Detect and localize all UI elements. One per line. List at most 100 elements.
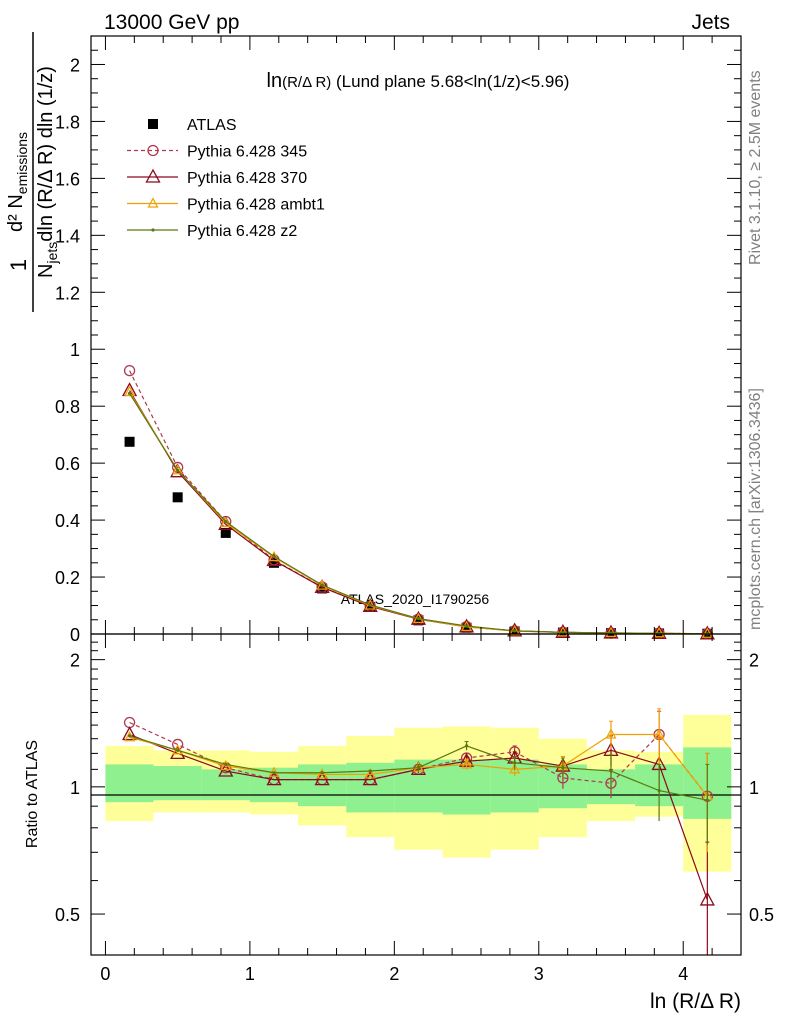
main-panel: 0.2 0.4 0.6 0.8 1 1.2 1.4 1.6 1.8 2 0 ATLAS_2020_…	[55, 35, 742, 645]
ratio-point-z2-dot-marker	[224, 762, 228, 767]
ratio-point-ambt1-triangle-marker	[316, 768, 328, 779]
band-inner-bin	[105, 764, 154, 803]
title-frac: (R/Δ R)	[282, 74, 331, 91]
legend-label-z2: Pythia 6.428 z2	[187, 223, 297, 240]
x-axis-label: ln (R/Δ R)	[650, 990, 741, 1013]
x-tick-label: 3	[534, 964, 544, 984]
ylabel-one: 1	[6, 259, 31, 271]
point-atlas-square-marker	[269, 557, 280, 568]
main-y-tick-label: 0.2	[55, 568, 80, 588]
ratio-point-z2-dot-marker	[368, 769, 372, 773]
ratio-y-tick-label: 2	[70, 651, 80, 671]
ratio-point-z2-dot-marker	[320, 771, 324, 775]
point-z2-dot-marker	[224, 519, 228, 524]
series-atlas	[124, 436, 713, 639]
point-z2-dot-marker	[176, 468, 180, 472]
main-y-tick-label: 2	[70, 55, 80, 75]
point-z2-dot-marker	[272, 554, 276, 559]
main-y-tick-label: 0.6	[55, 454, 80, 474]
ylabel-den-sub: jets	[44, 242, 60, 265]
ratio-uncertainty-bands	[105, 714, 732, 872]
title-rest: (Lund plane 5.68<ln(1/z)<5.96)	[331, 72, 569, 91]
ratio-point-z2-dot-marker	[657, 788, 661, 793]
ratio-tick-labels: 0.5 0.5 1 1 2 2 0 1 2 3 4	[55, 651, 774, 984]
legend-entry-p370: Pythia 6.428 370	[127, 168, 307, 187]
ratio-point-z2-dot-marker	[561, 766, 565, 770]
point-atlas-square-marker	[413, 615, 424, 626]
x-tick-label: 4	[678, 964, 688, 984]
ratio-point-ambt1-triangle-marker	[461, 758, 473, 769]
point-p370-triangle-marker	[507, 622, 523, 637]
ratio-panel: 0.5 0.5 1 1 2 2 0 1 2 3 4 Ratio to ATLAS ln (R/Δ R…	[24, 36, 774, 1013]
ratio-y-axis-label: Ratio to ATLAS	[24, 740, 41, 848]
rivet-label: Rivet 3.1.10, ≥ 2.5M events	[747, 70, 764, 265]
ylabel-den-rest: dln (R/Δ R) dln (1/z)	[35, 66, 57, 242]
main-y-tick-label: 0.8	[55, 397, 80, 417]
main-y-zero-label: 0	[70, 625, 80, 645]
ylabel-numerator: d² Nemissions	[5, 132, 30, 232]
point-ambt1-triangle-marker	[364, 599, 376, 610]
ratio-y-tick-label: 0.5	[55, 905, 80, 925]
ratio-point-z2-dot-marker	[176, 748, 180, 752]
ratio-point-p370-triangle-marker	[699, 891, 715, 906]
main-y-tick-label: 1.2	[55, 283, 80, 303]
legend-label-p345: Pythia 6.428 345	[187, 144, 307, 161]
header-right: Jets	[691, 11, 730, 34]
mcplots-label: mcplots.cern.ch [arXiv:1306.3436]	[747, 388, 764, 630]
point-z2-dot-marker	[368, 603, 372, 607]
ratio-point-z2-dot-marker	[705, 798, 709, 802]
point-ambt1-triangle-marker	[220, 516, 232, 528]
ratio-series-z2	[127, 734, 710, 845]
point-atlas-square-marker	[317, 583, 328, 594]
point-ambt1-triangle-marker	[124, 385, 136, 397]
main-series-group	[121, 364, 715, 640]
ratio-y-tick-label-right: 0.5	[749, 905, 774, 925]
ratio-point-p370-triangle-marker	[121, 726, 138, 741]
ratio-point-ambt1-triangle-marker	[509, 763, 521, 774]
legend-entry-p345: Pythia 6.428 345	[127, 144, 307, 161]
header-left: 13000 GeV pp	[104, 11, 239, 34]
main-y-axis-label: 1 d² Nemissions Njetsdln (R/Δ R) dln (1/…	[5, 32, 60, 312]
point-ambt1-triangle-marker	[172, 463, 184, 475]
ratio-point-z2-dot-marker	[127, 734, 132, 738]
point-p370-triangle-marker	[699, 625, 715, 640]
main-chart-title: ln(R/Δ R) (Lund plane 5.68<ln(1/z)<5.96)	[267, 70, 570, 92]
point-atlas-square-marker	[461, 622, 472, 633]
point-ambt1-triangle-marker	[268, 550, 280, 562]
point-z2-dot-marker	[464, 624, 469, 628]
legend-entry-ambt1: Pythia 6.428 ambt1	[127, 197, 325, 214]
x-tick-label: 2	[389, 964, 399, 984]
ratio-point-z2-dot-marker	[513, 761, 517, 765]
ratio-ticks	[91, 36, 742, 956]
ratio-point-p345-circle-marker	[123, 716, 136, 729]
main-y-tick-label: 0.4	[55, 511, 80, 531]
point-ambt1-triangle-marker	[653, 626, 665, 638]
main-y-tick-label: 1.8	[55, 112, 80, 132]
ratio-point-z2-dot-marker	[416, 766, 421, 770]
ylabel-den-n: N	[35, 263, 57, 277]
title-ln: ln	[267, 70, 283, 92]
point-z2-dot-marker	[416, 617, 421, 621]
legend-entry-z2: Pythia 6.428 z2	[127, 223, 297, 240]
ylabel-num-sub: emissions	[14, 132, 30, 194]
legend: ATLAS Pythia 6.428 345 Pythia 6.428 370 Pyt…	[127, 117, 325, 240]
point-atlas-square-marker	[124, 436, 135, 447]
main-y-tick-label: 1	[70, 340, 80, 360]
point-z2-dot-marker	[320, 583, 324, 587]
legend-label-atlas: ATLAS	[187, 117, 237, 134]
ratio-point-z2-dot-marker	[464, 744, 469, 748]
point-atlas-square-marker	[172, 492, 183, 503]
x-tick-label: 0	[100, 964, 110, 984]
point-z2-dot-marker	[561, 630, 565, 634]
main-y-tick-labels: 0.2 0.4 0.6 0.8 1 1.2 1.4 1.6 1.8 2	[55, 55, 80, 588]
legend-z2-dot-marker	[151, 228, 155, 232]
legend-atlas-square-marker	[148, 119, 158, 129]
point-atlas-square-marker	[220, 527, 231, 538]
ratio-point-p370-triangle-marker	[314, 771, 330, 786]
point-ambt1-triangle-marker	[701, 627, 713, 638]
ratio-y-tick-label: 1	[70, 778, 80, 798]
point-p370-triangle-marker	[651, 624, 667, 639]
point-p345-circle-marker	[123, 364, 136, 377]
point-z2-dot-marker	[127, 391, 132, 395]
x-tick-label: 1	[245, 964, 255, 984]
